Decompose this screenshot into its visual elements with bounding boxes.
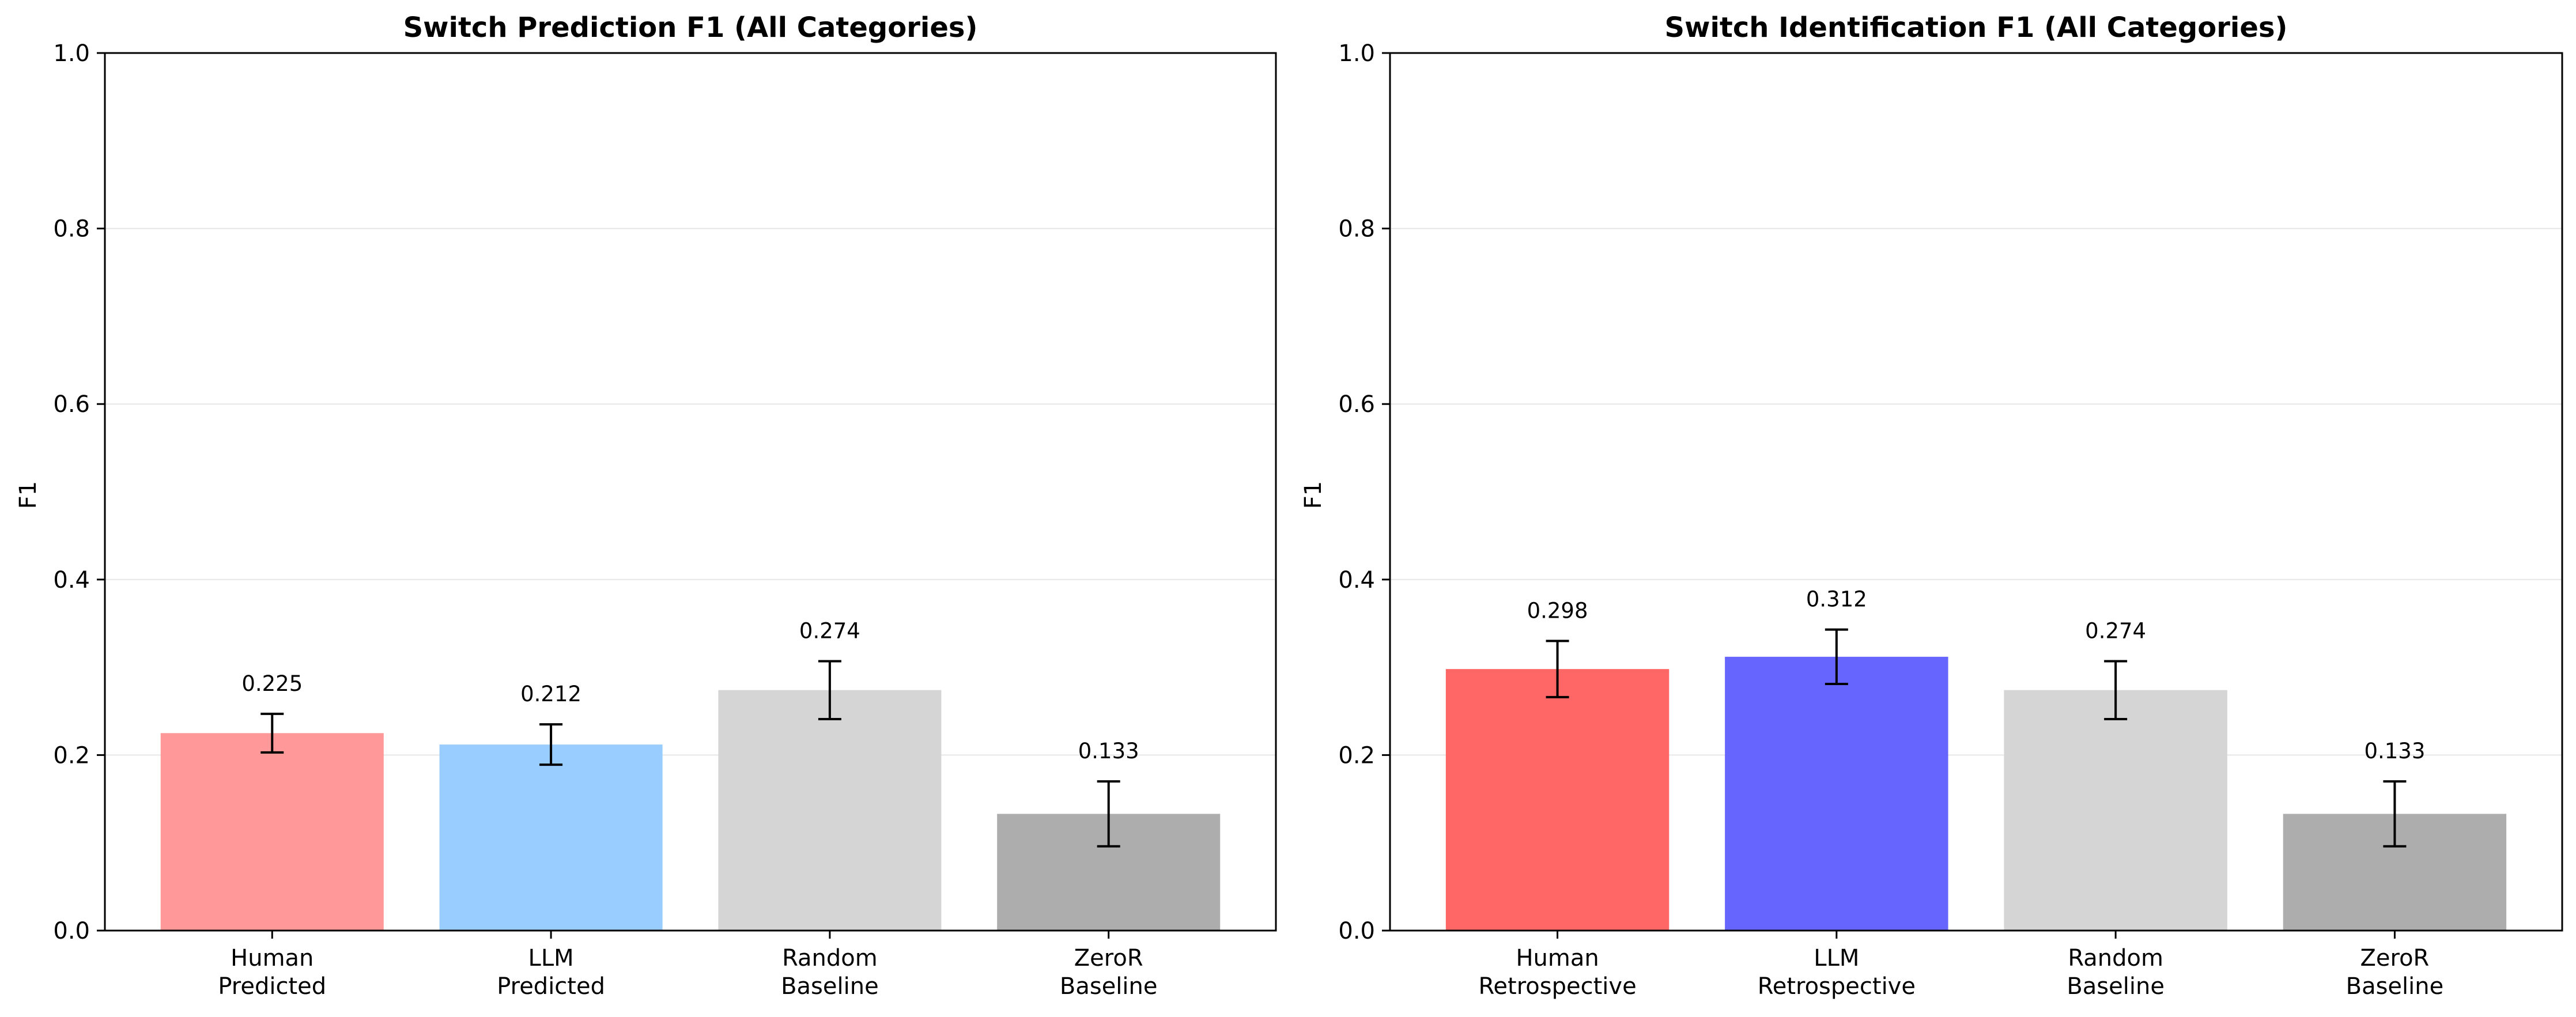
plot-frame [1389, 52, 2563, 932]
chart-title: Switch Prediction F1 (All Categories) [403, 12, 978, 44]
y-axis-label: F1 [1300, 481, 1327, 509]
bars [1445, 656, 2507, 931]
bar [718, 690, 942, 931]
x-tick-label-line: Human [231, 945, 313, 971]
data-label: 0.133 [1078, 739, 1139, 763]
y-tick-label: 0.6 [1338, 391, 1375, 418]
plot-frame [104, 52, 1277, 932]
x-tick-label-line: Baseline [2346, 973, 2444, 1000]
x-tick-label-line: Baseline [781, 973, 879, 1000]
x-tick-label-line: ZeroR [1074, 945, 1143, 971]
y-tick-label: 0.4 [53, 567, 90, 593]
data-label: 0.133 [2364, 739, 2425, 763]
x-tick-label-line: Predicted [218, 973, 326, 1000]
y-tick-label: 0.8 [53, 216, 90, 243]
y-axis-ticks: 0.0 0.2 0.4 0.6 0.8 1.0 [1338, 40, 1390, 944]
x-tick-label: LLM Predicted [497, 945, 605, 1000]
x-tick-label-line: ZeroR [2360, 945, 2430, 971]
data-labels: 0.225 0.212 0.274 0.133 [241, 618, 1139, 763]
bar [2004, 690, 2227, 931]
bar [1445, 669, 1670, 931]
data-label: 0.312 [1806, 587, 1867, 612]
y-tick-label: 0.2 [53, 742, 90, 769]
y-axis-label: F1 [15, 481, 41, 509]
x-tick-label: Human Predicted [218, 945, 326, 1000]
x-tick-label-line: Baseline [2067, 973, 2165, 1000]
error-bars [1546, 628, 2407, 848]
data-labels: 0.298 0.312 0.274 0.133 [1527, 587, 2426, 763]
y-axis-ticks: 0.0 0.2 0.4 0.6 0.8 1.0 [53, 40, 105, 944]
x-tick-label-line: Baseline [1060, 973, 1158, 1000]
x-tick-label: Random Baseline [781, 945, 879, 1000]
x-tick-label-line: Retrospective [1478, 973, 1636, 1000]
data-label: 0.298 [1527, 598, 1588, 623]
y-tick-label: 0.0 [1338, 918, 1375, 944]
y-tick-label: 0.0 [53, 918, 90, 944]
data-label: 0.274 [799, 618, 860, 643]
x-tick-label-line: Random [2068, 945, 2163, 971]
x-tick-label: Human Retrospective [1478, 945, 1636, 1000]
x-tick-label-line: Random [782, 945, 878, 971]
bar [439, 744, 663, 931]
x-tick-label-line: LLM [1814, 945, 1859, 971]
x-tick-label-line: Retrospective [1758, 973, 1916, 1000]
bar [1725, 656, 1948, 931]
data-label: 0.274 [2085, 618, 2146, 643]
x-tick-label-line: Predicted [497, 973, 605, 1000]
x-tick-label: LLM Retrospective [1758, 945, 1916, 1000]
chart-left-panel: Switch Prediction F1 (All Categories) F1… [15, 12, 1277, 1000]
x-tick-label-line: Human [1516, 945, 1599, 971]
x-tick-label: ZeroR Baseline [2346, 945, 2444, 1000]
y-tick-label: 0.4 [1338, 567, 1375, 593]
y-tick-label: 1.0 [53, 40, 90, 67]
x-tick-label-line: LLM [528, 945, 574, 971]
data-label: 0.225 [241, 671, 303, 696]
y-tick-label: 0.8 [1338, 216, 1375, 243]
x-tick-label: Random Baseline [2067, 945, 2165, 1000]
x-tick-label: ZeroR Baseline [1060, 945, 1158, 1000]
y-tick-label: 0.6 [53, 391, 90, 418]
data-label: 0.212 [520, 682, 581, 706]
y-tick-label: 0.2 [1338, 742, 1375, 769]
bars [160, 690, 1221, 931]
error-bars [260, 660, 1120, 848]
chart-title: Switch Identification F1 (All Categories… [1665, 12, 2288, 44]
y-tick-label: 1.0 [1338, 40, 1375, 67]
bar [160, 733, 384, 931]
chart-right-panel: Switch Identification F1 (All Categories… [1300, 12, 2563, 1000]
